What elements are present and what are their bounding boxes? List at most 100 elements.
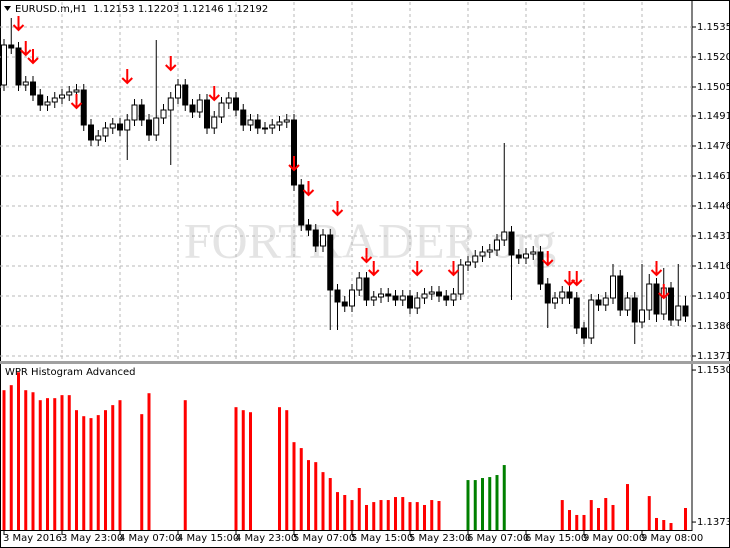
x-tick-label: 4 May 07:00: [119, 533, 181, 544]
candle-body: [73, 89, 80, 93]
candle-body: [443, 295, 450, 301]
candle-body: [595, 299, 602, 306]
candle-body: [146, 119, 152, 136]
histogram-bar: [502, 465, 506, 530]
histogram-bar: [473, 480, 477, 530]
signal-arrow: [447, 261, 460, 277]
histogram-bar: [307, 460, 310, 530]
panel-separator: [0, 361, 730, 364]
indicator-title: WPR Histogram Advanced: [5, 367, 136, 378]
histogram-bar: [183, 400, 187, 530]
histogram-bar: [365, 504, 368, 530]
signal-arrow: [27, 49, 39, 65]
candle-body: [59, 94, 65, 99]
candle-body: [153, 117, 160, 136]
candle-body: [407, 295, 413, 309]
histogram-bar: [299, 448, 303, 530]
signal-arrow: [658, 284, 670, 300]
candle-body: [523, 253, 529, 259]
y-tick-label: 1.14610: [697, 171, 730, 182]
candle-body: [291, 119, 297, 186]
candle-body: [167, 97, 174, 111]
candle-body: [225, 97, 232, 104]
y-tick-label: 1.14460: [697, 201, 730, 212]
histogram-bar: [104, 410, 107, 530]
candle-body: [131, 104, 138, 121]
candle-body: [385, 293, 392, 297]
x-tick-label: 4 May 23:00: [235, 533, 297, 544]
candle-body: [160, 109, 167, 119]
histogram-bar: [118, 400, 122, 530]
histogram-bar: [96, 415, 100, 530]
histogram-bar: [46, 398, 49, 530]
candle-body: [269, 124, 276, 129]
candle-body: [602, 297, 609, 306]
y-tick-label: 1.13860: [697, 321, 730, 332]
candle-body: [37, 94, 44, 106]
signal-arrow: [121, 69, 133, 85]
y-tick-label: 1.14160: [697, 261, 730, 272]
histogram-bar: [278, 407, 281, 530]
histogram-bar: [647, 496, 651, 530]
signal-arrow: [411, 261, 423, 277]
menu-triangle[interactable]: [4, 6, 11, 11]
candle-body: [8, 44, 15, 49]
candle-body: [450, 293, 457, 301]
candle-body: [378, 293, 384, 298]
histogram-bar: [466, 480, 470, 530]
candle-body: [559, 291, 566, 299]
candle-body: [639, 309, 645, 323]
histogram-bar: [89, 418, 93, 530]
candle-body: [544, 283, 551, 304]
candle-body: [646, 283, 653, 311]
candle-body: [588, 299, 595, 339]
candle-body: [124, 119, 131, 131]
candle-body: [399, 295, 406, 301]
candle-body: [457, 264, 464, 295]
histogram-bar: [75, 410, 78, 530]
histogram-bar: [589, 500, 593, 530]
candle-body: [653, 283, 660, 315]
histogram-bar: [430, 500, 434, 530]
candle-body: [668, 287, 674, 321]
histogram-bar: [684, 507, 687, 530]
histogram-bar: [343, 495, 347, 530]
candle-body: [196, 99, 203, 113]
candle-body: [218, 102, 225, 118]
signal-arrow: [571, 271, 583, 287]
histogram-bar: [495, 475, 499, 530]
histogram-bar: [582, 514, 586, 530]
x-tick-label: 3 May 2016: [3, 533, 62, 544]
candle-body: [44, 101, 51, 106]
candle-body: [88, 124, 94, 141]
candle-body: [675, 305, 682, 321]
chart-title: EURUSD.m,H1 1.12153 1.12203 1.12146 1.12…: [15, 4, 268, 15]
histogram-bar: [379, 500, 383, 530]
candle-body: [581, 327, 587, 339]
histogram-bar: [604, 498, 608, 530]
histogram-bar: [17, 372, 20, 530]
x-tick-label: 4 May 15:00: [177, 533, 239, 544]
candle-body: [182, 84, 189, 106]
candle-body: [566, 291, 573, 299]
signal-arrow: [208, 86, 220, 102]
candle-body: [117, 123, 123, 131]
candle-body: [486, 249, 493, 253]
signal-arrow: [70, 94, 83, 110]
candle-body: [624, 297, 631, 311]
histogram-bar: [575, 514, 579, 530]
histogram-bar: [488, 477, 492, 530]
histogram-bar: [437, 501, 441, 530]
x-tick-label: 6 May 15:00: [525, 533, 587, 544]
histogram-bar: [31, 392, 35, 530]
signal-arrow: [20, 41, 32, 57]
signal-arrow: [360, 248, 373, 264]
candle-body: [240, 109, 247, 126]
candle-body: [15, 47, 22, 86]
candle-body: [508, 231, 515, 256]
candle-body: [204, 99, 210, 129]
candle-body: [610, 275, 616, 299]
candle-body: [233, 97, 239, 111]
watermark: FORTRADER.org: [184, 212, 557, 268]
candle-body: [363, 277, 370, 301]
